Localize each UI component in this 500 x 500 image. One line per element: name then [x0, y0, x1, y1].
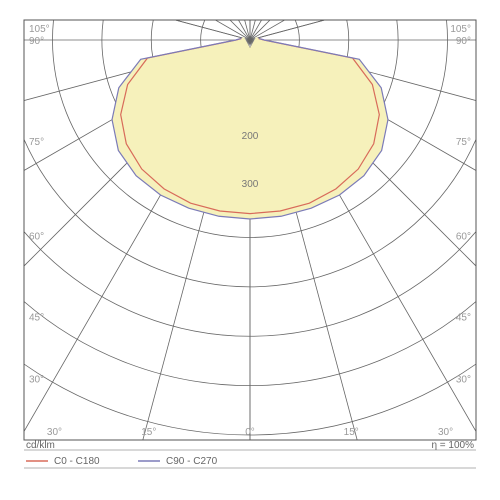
- svg-text:300: 300: [242, 179, 259, 190]
- svg-text:30°: 30°: [29, 375, 44, 386]
- svg-text:75°: 75°: [29, 137, 44, 148]
- svg-text:C90 - C270: C90 - C270: [166, 456, 218, 467]
- svg-text:30°: 30°: [47, 427, 62, 438]
- svg-text:90°: 90°: [456, 36, 471, 47]
- svg-text:30°: 30°: [456, 375, 471, 386]
- svg-text:60°: 60°: [29, 232, 44, 243]
- svg-text:C0 - C180: C0 - C180: [54, 456, 100, 467]
- polar-chart: 200300105°90°75°60°45°30°105°90°75°60°45…: [0, 0, 500, 500]
- svg-text:30°: 30°: [438, 427, 453, 438]
- svg-text:105°: 105°: [450, 24, 471, 35]
- svg-text:60°: 60°: [456, 232, 471, 243]
- svg-text:200: 200: [242, 131, 259, 142]
- svg-text:75°: 75°: [456, 137, 471, 148]
- svg-text:0°: 0°: [245, 427, 255, 438]
- svg-text:105°: 105°: [29, 24, 50, 35]
- svg-text:15°: 15°: [344, 427, 359, 438]
- svg-text:45°: 45°: [456, 313, 471, 324]
- svg-text:15°: 15°: [141, 427, 156, 438]
- svg-text:90°: 90°: [29, 36, 44, 47]
- svg-text:η = 100%: η = 100%: [431, 440, 474, 451]
- svg-text:cd/klm: cd/klm: [26, 440, 55, 451]
- polar-chart-container: 200300105°90°75°60°45°30°105°90°75°60°45…: [0, 0, 500, 500]
- svg-text:45°: 45°: [29, 313, 44, 324]
